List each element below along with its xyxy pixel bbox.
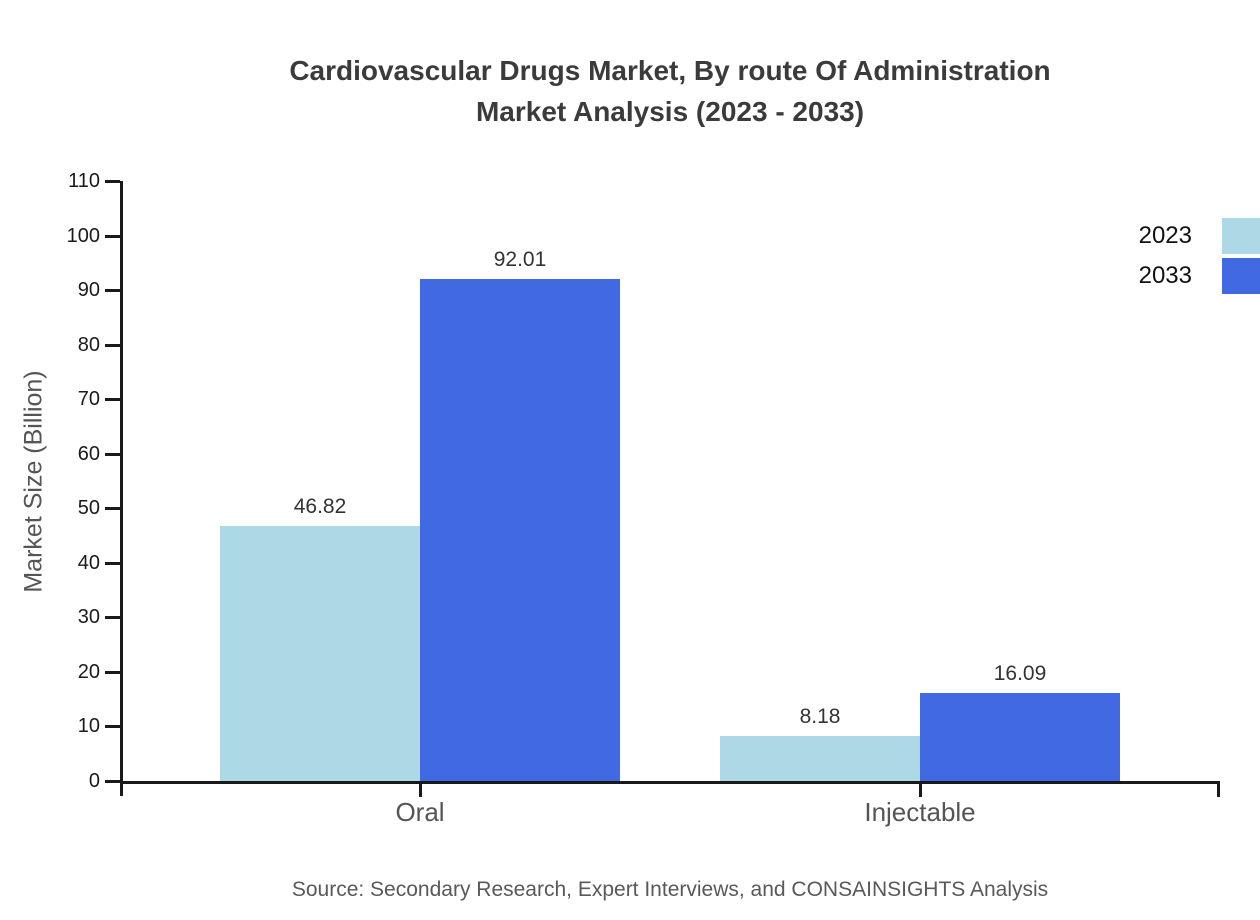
y-tick-mark xyxy=(105,616,120,620)
y-tick-mark xyxy=(105,180,120,183)
y-tick-mark xyxy=(105,343,120,347)
y-tick-mark xyxy=(105,234,120,238)
y-tick-mark xyxy=(105,452,120,456)
y-tick-label: 70 xyxy=(77,388,100,411)
bar-value-label: 46.82 xyxy=(293,494,347,518)
y-tick-label: 80 xyxy=(77,333,100,356)
bar-injectable-2033 xyxy=(920,693,1120,781)
source-note: Source: Secondary Research, Expert Inter… xyxy=(291,878,1049,901)
legend-label-2023: 2023 xyxy=(1138,222,1192,249)
y-tick-label: 50 xyxy=(77,497,100,520)
y-tick-mark xyxy=(105,507,120,511)
y-tick-label: 60 xyxy=(77,442,100,465)
y-tick-label: 20 xyxy=(77,660,100,683)
y-tick-mark xyxy=(105,725,120,729)
y-tick-mark xyxy=(105,289,120,293)
y-tick-label: 10 xyxy=(77,715,100,738)
legend-swatch-2023 xyxy=(1222,218,1260,254)
y-tick-mark xyxy=(105,670,120,674)
y-tick-label: 0 xyxy=(88,770,100,792)
legend-label-2033: 2033 xyxy=(1138,262,1192,289)
bar-oral-2033 xyxy=(420,279,620,781)
legend-swatch-2033 xyxy=(1222,258,1260,294)
x-axis-end-tick xyxy=(1217,781,1220,797)
y-tick-label: 110 xyxy=(68,170,100,192)
legend-item-2033: 2033 xyxy=(1100,258,1260,294)
y-tick-label: 90 xyxy=(77,279,100,302)
y-tick-mark xyxy=(105,398,120,402)
bar-value-label: 16.09 xyxy=(993,662,1047,686)
x-tick-mark xyxy=(419,781,422,797)
bar-injectable-2023 xyxy=(720,736,920,781)
bar-value-label: 92.01 xyxy=(493,248,547,272)
x-axis-label-oral: Oral xyxy=(395,797,445,827)
bar-value-label: 8.18 xyxy=(799,705,841,729)
x-axis-label-injectable: Injectable xyxy=(864,797,976,827)
chart-title: Cardiovascular Drugs Market, By route Of… xyxy=(80,50,1260,132)
bar-oral-2023 xyxy=(220,525,420,781)
y-tick-label: 40 xyxy=(77,551,100,574)
x-axis-line xyxy=(120,781,1220,784)
legend-item-2023: 2023 xyxy=(1100,218,1260,254)
x-tick-mark xyxy=(919,781,922,797)
chart-title-line1: Cardiovascular Drugs Market, By route Of… xyxy=(289,55,1051,86)
y-tick-mark xyxy=(105,561,120,565)
y-tick-mark xyxy=(105,780,120,783)
legend: 2023 2033 xyxy=(1100,218,1260,298)
y-axis-line xyxy=(120,181,123,796)
y-axis-title: Market Size (Billion) xyxy=(19,370,48,593)
chart-title-line2: Market Analysis (2023 - 2033) xyxy=(475,96,865,127)
y-tick-label: 30 xyxy=(77,606,100,629)
y-tick-label: 100 xyxy=(66,224,100,247)
